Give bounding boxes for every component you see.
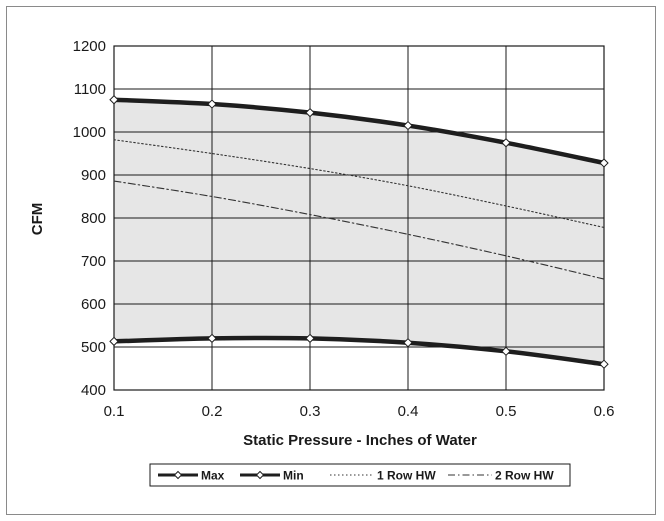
series-line-min: [111, 335, 607, 367]
legend-label-max: Max: [201, 469, 225, 483]
data-point-min: [501, 346, 511, 357]
data-point-max: [207, 99, 217, 109]
x-tick-label: 0.5: [496, 403, 517, 420]
legend-marker-max: [173, 470, 183, 480]
legend-label-min: Min: [283, 469, 304, 483]
y-tick-label: 1200: [73, 38, 106, 55]
legend-marker-min: [255, 470, 265, 480]
x-tick-label: 0.3: [300, 403, 321, 420]
legend: Max Min 1 Row HW 2 Row HW: [149, 463, 571, 487]
legend-box: [149, 463, 571, 487]
y-tick-label: 800: [81, 210, 106, 227]
x-axis-title: Static Pressure - Inches of Water: [243, 432, 477, 449]
y-tick-label: 600: [81, 296, 106, 313]
y-tick-label: 400: [81, 382, 106, 399]
data-point-min: [305, 333, 315, 344]
y-tick-label: 1000: [73, 124, 106, 141]
x-tick-label: 0.2: [202, 403, 223, 420]
series-line-2-row-hw: [113, 180, 605, 280]
data-point-min: [403, 337, 413, 348]
y-tick-label: 500: [81, 339, 106, 356]
series-line-1-row-hw: [113, 139, 605, 229]
y-tick-label: 1100: [74, 81, 106, 98]
legend-label-2-row-hw: 2 Row HW: [495, 469, 554, 483]
data-point-max: [109, 95, 119, 105]
data-point-min: [109, 336, 119, 347]
data-point-min: [207, 333, 217, 344]
y-axis-title: CFM: [29, 203, 46, 236]
data-point-max: [403, 120, 413, 131]
y-tick-label: 700: [81, 253, 106, 270]
data-point-max: [599, 158, 609, 168]
shaded-operating-region: [114, 99, 604, 365]
y-tick-label: 900: [81, 167, 106, 184]
legend-label-1-row-hw: 1 Row HW: [377, 469, 436, 483]
data-point-max: [305, 107, 315, 118]
x-tick-label: 0.6: [594, 403, 615, 420]
x-tick-label: 0.1: [104, 403, 125, 420]
data-point-max: [501, 138, 511, 148]
series-line-max: [111, 97, 607, 166]
x-tick-label: 0.4: [398, 403, 419, 420]
data-point-min: [599, 359, 609, 369]
plot-border: [113, 45, 605, 391]
